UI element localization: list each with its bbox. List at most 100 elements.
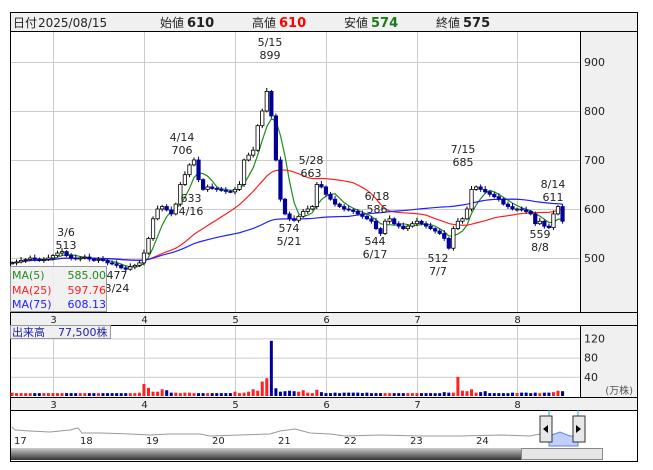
volume-bar [56,393,59,396]
candle-body [473,186,479,190]
scrollbar-track[interactable] [11,448,521,460]
ma25-value: 597.76 [68,284,107,297]
candle-body [510,206,515,210]
ma-legend: MA(5) 585.00 MA(25) 597.76 MA(75) 608.13 [10,266,107,312]
candle-body [382,220,388,234]
volume-bar [60,393,64,396]
volume-bar [315,389,319,396]
candle-body [105,260,110,264]
ma5-label: MA(5) [12,269,45,282]
candle-body [210,186,215,189]
candle-body [146,237,151,254]
candle-body [69,255,74,259]
candle-body [232,188,238,193]
volume-bar [424,393,428,396]
candle-body [405,225,410,229]
candle-body [287,213,292,220]
candle-body [169,209,174,215]
volume-bar [460,390,464,396]
ma25-label: MA(25) [12,284,52,297]
annotation-price: 477 [107,269,128,282]
volume-bar [561,391,565,396]
candle-body [555,206,561,215]
candle-body [46,257,51,260]
volume-bar [42,393,46,396]
candle-body [273,115,279,161]
volume-bar [488,393,492,396]
candle-body [464,208,470,220]
candle-body [551,213,556,229]
candle-body [264,91,269,112]
candle-body [55,252,60,256]
candle-body [423,223,429,227]
chevron-right-icon [576,425,581,433]
candle-body [369,218,374,222]
candle-body [342,206,347,210]
candle-body [18,260,24,263]
candle-body [528,211,533,215]
month-tick-label: 3 [50,400,56,411]
volume-bar [260,381,264,396]
volume-bar [515,393,519,396]
volume-bar [124,393,128,396]
volume-label: 出来高 [12,325,45,339]
candle-body [200,179,206,190]
date-value: 2025/08/15 [38,16,107,30]
candle-body [392,218,397,225]
annotation-date: 8/8 [531,241,549,254]
candle-body [346,208,351,211]
candle-body [487,191,492,195]
month-tick-label: 6 [323,400,329,411]
month-tick-label: 4 [141,315,147,326]
annotation-price: 512 [428,252,449,265]
annotation-date: 8/14 [541,178,566,191]
volume-bar [33,393,37,396]
candle-body [437,230,442,234]
candle-body [251,149,256,156]
volume-bar [92,393,96,396]
volume-bar [28,393,32,396]
candle-body [137,262,142,266]
volume-bar [356,392,360,396]
annotation-price: 586 [367,203,388,216]
candle-body [178,184,183,205]
candle-body [255,125,260,151]
volume-bar [128,393,132,396]
volume-bar [283,391,287,396]
scrollbar-thumb[interactable] [521,448,603,460]
range-navigator[interactable]: 17 18 19 20 21 22 23 24 [11,410,603,460]
candle-body [469,188,474,210]
header-bar [11,13,637,31]
close-label: 終値 [436,15,460,30]
candle-body [351,209,356,212]
volume-bar [228,393,232,396]
volume-bar [197,393,201,396]
candle-body [323,186,329,195]
candle-body [328,193,333,200]
candle-body [123,267,128,270]
volume-bar [406,393,410,396]
volume-bar [242,392,246,396]
candle-body [332,198,338,205]
open-value: 610 [187,16,214,31]
annotation-date: 6/17 [363,248,388,261]
volume-bar [142,384,146,396]
volume-bar [529,393,533,396]
volume-bar [83,393,87,396]
candle-body [451,228,456,249]
candle-body [82,256,87,259]
annotation-date: 3/24 [105,282,130,295]
price-annotations: 5/15 899 4/14 706 4/16 633 5/28 663 5/21… [56,36,566,295]
volume-bar [238,393,241,396]
volume-bar [233,391,237,396]
high-value: 610 [279,16,306,31]
candle-body [478,186,483,190]
price-tick-label: 800 [584,105,605,118]
month-tick-label: 7 [414,315,420,326]
navigator-year-label: 24 [476,436,489,447]
annotation-date: 6/18 [365,190,390,203]
annotation-date: 5/15 [258,36,283,49]
volume-bar [333,392,337,396]
volume-bar [169,392,173,396]
